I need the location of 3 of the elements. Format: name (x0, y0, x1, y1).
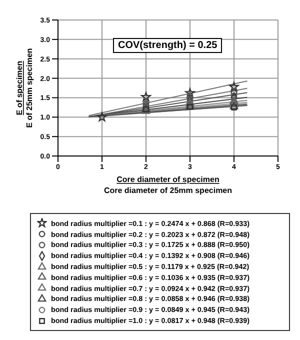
y-axis-title: E of specimen E of 25mm specimen (15, 48, 34, 128)
x-axis-title: Core diameter of specimen Core diameter of 25mm specimen (104, 175, 232, 195)
annotation: COV(strength) = 0.25 (113, 38, 222, 53)
